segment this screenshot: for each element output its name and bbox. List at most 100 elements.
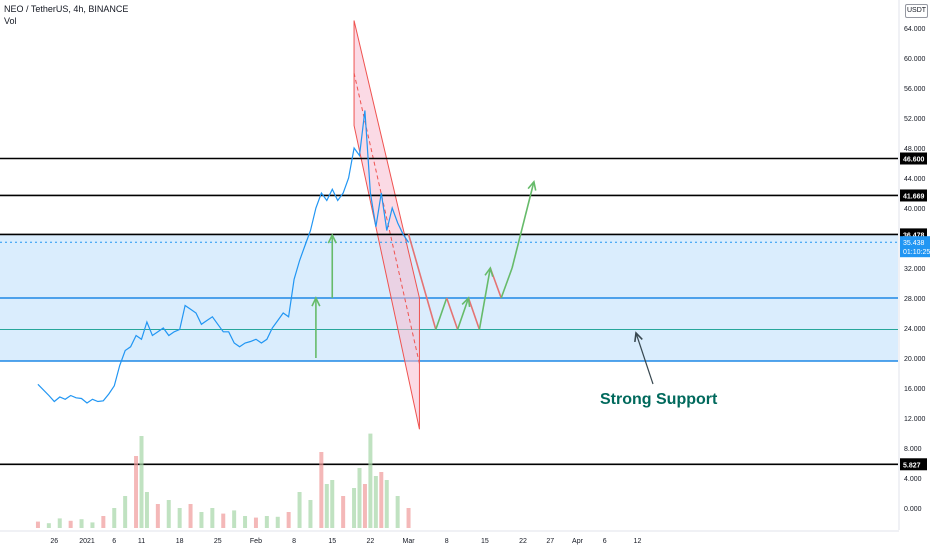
price-axis-tick: 8.000 [904,446,922,453]
price-axis-tick: 20.000 [904,356,926,363]
up-arrow-head [327,233,337,244]
volume-bar [286,512,291,528]
projection-arrowhead [461,296,471,308]
level-tag-label: 36.478 [903,232,925,239]
projection-segment [467,297,481,330]
annotation-strong-support: Strong Support [600,391,718,408]
current-price-tag [900,236,930,258]
projection-segment [478,267,492,330]
time-axis-tick: 6 [603,538,607,545]
projection-segment [445,297,459,330]
currency-badge[interactable]: USDT [905,4,928,18]
projection-arrowhead [484,266,494,277]
level-tag [900,189,927,202]
volume-bar [221,513,226,528]
projection-segment [435,297,448,330]
time-axis-tick: 2021 [79,538,95,545]
annotation-arrow [635,332,654,385]
annotation-arrowhead [634,331,643,343]
time-axis-tick: 8 [292,538,296,545]
price-axis-tick: 56.000 [904,86,926,93]
volume-bar [352,488,357,528]
volume-bar [112,508,117,528]
price-axis-tick: 44.000 [904,176,926,183]
price-axis-tick: 60.000 [904,56,926,63]
volume-bar [264,516,269,528]
time-axis-tick: 8 [445,538,449,545]
symbol-title: NEO / TetherUS, 4h, BINANCE [4,4,129,14]
volume-bar [243,516,248,528]
volume-bar [144,492,149,528]
level-tag [900,458,927,471]
volume-bar [341,496,346,528]
projection-arrowhead [527,179,537,191]
time-axis-tick: 26 [50,538,58,545]
volume-bar [324,484,329,528]
time-axis-tick: 15 [328,538,336,545]
price-axis-tick: 0.000 [904,506,922,513]
time-axis-tick: 15 [481,538,489,545]
volume-bar [90,522,95,528]
price-axis-tick: 12.000 [904,416,926,423]
volume-bar [210,508,215,528]
volume-bar [188,504,193,528]
price-axis-tick: 28.000 [904,296,926,303]
time-axis-tick: Apr [572,538,584,545]
volume-bar [232,510,237,528]
price-axis-tick: 40.000 [904,206,926,213]
channel-midline [353,72,420,364]
projection-segment [456,297,470,330]
volume-bar [319,452,324,528]
level-tag-label: 5.827 [903,462,921,469]
volume-bar [406,508,411,528]
volume-bar [35,521,40,528]
volume-bar [139,436,144,528]
price-axis-tick: 32.000 [904,266,926,273]
volume-label: Vol [4,16,17,26]
price-line [37,110,410,404]
level-tag [900,152,927,165]
level-tag-label: 46.600 [903,157,925,164]
current-price-label: 35.438 [903,240,925,247]
current-price-countdown: 01:10:25 [903,249,930,256]
projection-segment [407,234,437,330]
price-axis-tick: 52.000 [904,116,926,123]
volume-bar [275,516,280,528]
volume-bar [177,508,182,528]
volume-bar [373,476,378,528]
volume-bar [166,500,171,528]
volume-bar [368,433,373,528]
volume-bar [155,504,160,528]
volume-bar [79,519,84,528]
volume-bar [134,456,139,528]
time-axis-tick: Feb [250,538,262,545]
price-axis-tick: 24.000 [904,326,926,333]
price-axis-tick: 64.000 [904,26,926,33]
level-tag-label: 41.669 [903,193,925,200]
volume-bar [57,518,62,528]
volume-bar [68,520,73,528]
volume-bar [330,480,335,528]
price-axis-tick: 48.000 [904,146,926,153]
volume-bar [308,500,313,528]
price-axis-tick: 16.000 [904,386,926,393]
time-axis-tick: Mar [403,538,416,545]
time-axis-tick: 25 [214,538,222,545]
volume-bar [395,496,400,528]
time-axis-tick: 6 [112,538,116,545]
time-axis-tick: 22 [367,538,375,545]
volume-bar [101,516,106,528]
chart-header: NEO / TetherUS, 4h, BINANCE Vol [4,3,128,27]
price-axis-tick: 4.000 [904,476,922,483]
volume-bar [46,523,51,528]
volume-bar [199,512,204,528]
up-arrow-head [311,296,321,307]
time-axis-tick: 12 [634,538,642,545]
time-axis-tick: 22 [519,538,527,545]
volume-bar [123,496,128,528]
volume-bar [253,517,258,528]
volume-bar [357,468,362,528]
volume-bar [297,492,302,528]
